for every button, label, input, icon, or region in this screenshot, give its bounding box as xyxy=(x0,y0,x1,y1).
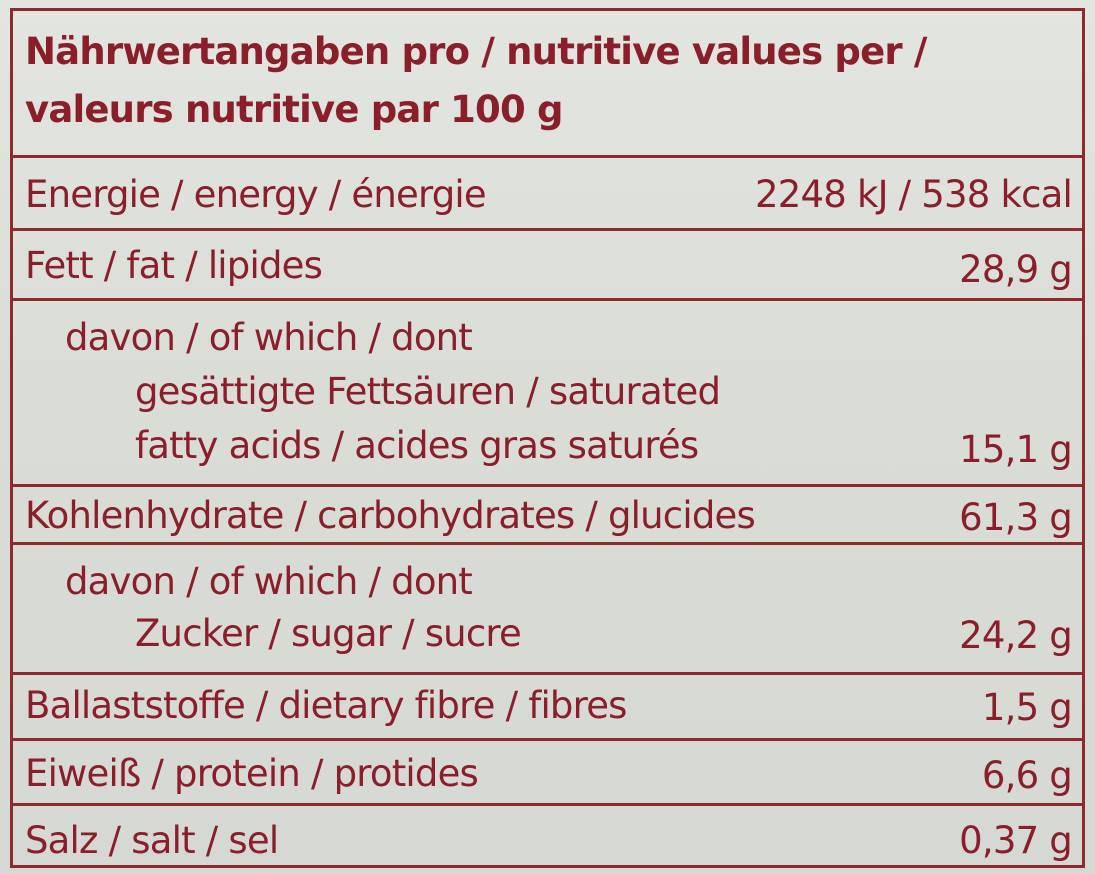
saturates-intro: davon / of which / dont xyxy=(65,316,473,359)
energy-value: 2248 kJ / 538 kcal xyxy=(755,173,1073,216)
row-protein: Eiweiß / protein / protides 6,6 g xyxy=(13,738,1082,803)
protein-value: 6,6 g xyxy=(981,754,1073,797)
row-saturates: davon / of which / dont gesättigte Fetts… xyxy=(13,298,1082,484)
row-sugars: davon / of which / dont Zucker / sugar /… xyxy=(13,542,1082,672)
row-fat: Fett / fat / lipides 28,9 g xyxy=(13,228,1082,298)
row-salt: Salz / salt / sel 0,37 g xyxy=(13,803,1082,865)
row-energy: Energie / energy / énergie 2248 kJ / 538… xyxy=(13,155,1082,228)
saturates-label-line-1: gesättigte Fettsäuren / saturated xyxy=(135,370,721,413)
header-line-2: valeurs nutritive par 100 g xyxy=(25,88,564,131)
header-line-1: Nährwertangaben pro / nutritive values p… xyxy=(25,30,927,73)
carbohydrates-value: 61,3 g xyxy=(959,496,1073,539)
fibre-label: Ballaststoffe / dietary fibre / fibres xyxy=(25,684,627,727)
protein-label: Eiweiß / protein / protides xyxy=(25,752,479,795)
carbohydrates-label: Kohlenhydrate / carbohydrates / glucides xyxy=(25,494,756,537)
sugars-value: 24,2 g xyxy=(959,614,1073,657)
table-header: Nährwertangaben pro / nutritive values p… xyxy=(13,11,1082,155)
energy-label: Energie / energy / énergie xyxy=(25,173,487,216)
saturates-value: 15,1 g xyxy=(959,428,1073,471)
nutrition-table: Nährwertangaben pro / nutritive values p… xyxy=(10,8,1085,868)
fibre-value: 1,5 g xyxy=(981,686,1073,729)
salt-label: Salz / salt / sel xyxy=(25,819,279,862)
saturates-label-line-2: fatty acids / acides gras saturés xyxy=(135,424,699,467)
sugars-intro: davon / of which / dont xyxy=(65,560,473,603)
row-fibre: Ballaststoffe / dietary fibre / fibres 1… xyxy=(13,672,1082,738)
fat-value: 28,9 g xyxy=(959,248,1073,291)
salt-value: 0,37 g xyxy=(959,819,1073,862)
row-carbohydrates: Kohlenhydrate / carbohydrates / glucides… xyxy=(13,484,1082,542)
sugars-label: Zucker / sugar / sucre xyxy=(135,612,522,655)
fat-label: Fett / fat / lipides xyxy=(25,244,323,287)
